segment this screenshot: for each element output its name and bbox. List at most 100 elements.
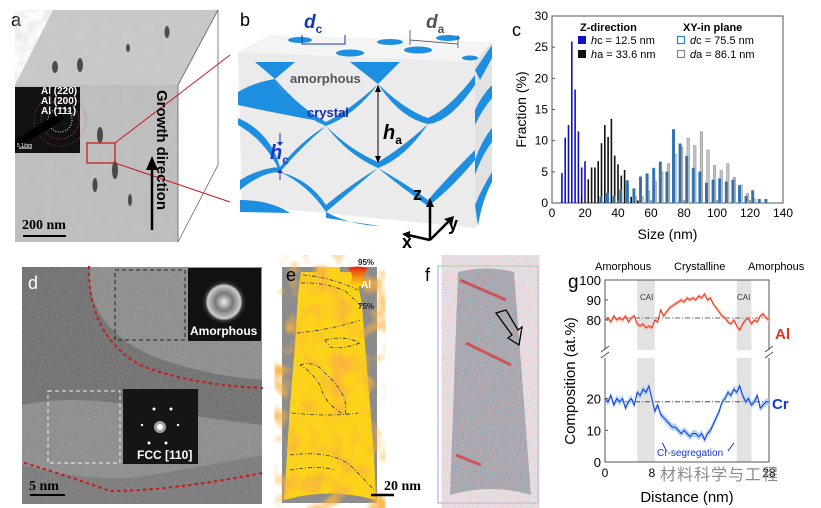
- da-symbol: d: [426, 12, 438, 33]
- bar-dc: [757, 198, 761, 204]
- annotation-arrow-right: [727, 442, 735, 452]
- bar-dc: [625, 180, 629, 204]
- diffraction-rings-icon: [33, 93, 87, 147]
- legend-entry-text: dc = 75.5 nm: [690, 35, 754, 47]
- bar-ha: [630, 196, 632, 203]
- y-tick-label: 100: [579, 273, 601, 288]
- cr-segregation-annotation: Cr-segregation: [657, 448, 724, 459]
- x-axis-label: Size (nm): [638, 226, 698, 242]
- axis-break-gap: [599, 350, 775, 358]
- x-axis-label: Distance (nm): [640, 489, 733, 506]
- panel-f-label: f: [425, 265, 431, 285]
- bar-dc: [738, 185, 742, 204]
- panel-e-scale-bar: 20 nm: [384, 479, 421, 494]
- y-tick-label: 90: [587, 293, 601, 308]
- colorbar: [348, 266, 368, 287]
- boundary-lower: [23, 461, 264, 493]
- panel-e-label: e: [286, 265, 297, 285]
- bar-ha: [600, 143, 603, 203]
- da-label: da: [426, 12, 444, 36]
- cr-rich-bands: [455, 278, 512, 467]
- amorphous-label: amorphous: [290, 71, 361, 86]
- legend-swatch: [676, 49, 686, 59]
- direction-arrow-icon: [494, 309, 523, 347]
- bar-ha: [604, 125, 606, 203]
- line-cr: [604, 384, 769, 442]
- legend-group-title-z: Z-direction: [580, 22, 637, 34]
- series-label-cr: Cr: [772, 396, 789, 413]
- bar-ha: [610, 118, 613, 203]
- x-tick-label: 60: [644, 206, 658, 220]
- bar-ha: [590, 167, 593, 203]
- panel-b-schematic: [238, 30, 492, 242]
- region-label-right: Amorphous: [748, 261, 805, 273]
- x-tick-label: 28: [762, 466, 776, 480]
- bar-ha: [594, 167, 596, 203]
- axis-break-mark: [600, 351, 610, 359]
- x-tick-label: 40: [611, 206, 625, 220]
- cai-label-left: CAI: [640, 293, 654, 302]
- bar-ha: [597, 161, 599, 203]
- panel-d-scale-bar: 5 nm: [29, 479, 59, 494]
- y-tick-label: 10: [587, 423, 601, 438]
- cube-right-face: [177, 9, 219, 243]
- panel-g-composition-profile: 80 90 100 0 10 20 0 8 28 Distance (nm) Composition…: [562, 273, 776, 506]
- bar-hc: [574, 89, 576, 203]
- bar-ha: [620, 175, 623, 203]
- hc-symbol: h: [270, 142, 283, 164]
- beam-stopper: [15, 112, 64, 150]
- zoom-line-top: [114, 54, 231, 144]
- panel-f-atom-probe: [437, 265, 539, 504]
- y-tick-label: 30: [535, 9, 549, 23]
- legend-entry-text: hc = 12.5 nm: [591, 35, 655, 47]
- bar-hc: [571, 41, 573, 203]
- bar-ha: [613, 155, 616, 203]
- axis-break-mark: [764, 345, 774, 353]
- y-tick-label: 20: [587, 392, 601, 407]
- xyz-axes-icon: [407, 205, 449, 242]
- x-tick-label: 140: [773, 206, 793, 220]
- bar-dc: [665, 171, 669, 204]
- legend-entry-text: ha = 33.6 nm: [591, 49, 656, 61]
- y-tick-label: 0: [541, 196, 548, 210]
- bar-dc: [724, 181, 728, 204]
- ring-label-200: Al (200): [41, 96, 78, 107]
- cai-shaded-region: [736, 280, 752, 462]
- bar-hc: [577, 131, 580, 203]
- dc-symbol: d: [304, 12, 316, 33]
- hc-subscript: c: [282, 153, 289, 167]
- x-tick-label: 0: [602, 466, 609, 480]
- y-tick-label: 0: [594, 455, 601, 470]
- y-tick-label: 20: [535, 71, 549, 85]
- panel-g-label: g: [568, 272, 579, 293]
- crystal-label: crystal: [307, 105, 349, 120]
- panel-d-label: d: [28, 273, 39, 293]
- bar-dc: [632, 188, 636, 204]
- schematic-front-face: [238, 52, 475, 228]
- bar-hc: [584, 161, 586, 203]
- bar-ha: [587, 179, 590, 203]
- panel-d-hrtem: [22, 265, 264, 504]
- x-tick-label: 80: [677, 206, 691, 220]
- ha-subscript: a: [395, 133, 402, 147]
- ha-symbol: h: [383, 122, 396, 144]
- bar-da: [699, 131, 703, 204]
- amorphous-inset-label: Amorphous: [190, 324, 258, 338]
- bar-dc: [731, 179, 735, 204]
- bar-dc: [599, 196, 603, 204]
- bar-hc: [567, 125, 570, 203]
- y-tick-label: 80: [587, 313, 601, 328]
- diffraction-labels: Al (220) Al (200) Al (111): [41, 87, 77, 117]
- bar-hc: [580, 167, 583, 203]
- tem-dark-features: [52, 26, 170, 206]
- bar-dc: [691, 167, 695, 204]
- panel-c-histogram: 0 20 40 60 80 100 120 140 0 5 10 15 20 25 30 Size (nm) F…: [513, 9, 793, 242]
- cai-shaded-region: [637, 280, 655, 462]
- bar-hc: [561, 173, 563, 203]
- dc-subscript: c: [315, 21, 323, 36]
- error-band-cr: [605, 382, 769, 444]
- y-tick-label: 5: [541, 165, 548, 179]
- axis-break-mark: [764, 351, 774, 359]
- bar-dc: [658, 161, 662, 204]
- legend-swatch: [676, 35, 686, 45]
